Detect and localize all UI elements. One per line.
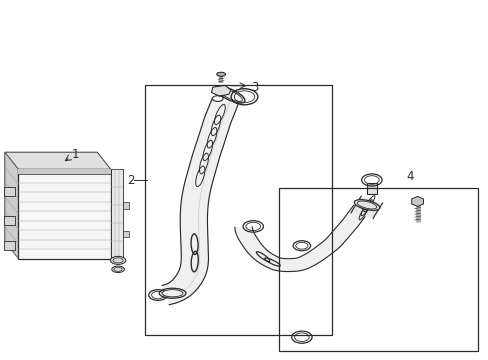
Bar	[19, 169, 111, 174]
Bar	[122, 202, 128, 208]
Bar	[278, 188, 477, 351]
Bar	[144, 85, 331, 336]
Polygon shape	[211, 85, 230, 96]
Polygon shape	[234, 205, 368, 271]
FancyBboxPatch shape	[4, 216, 15, 225]
Text: 2: 2	[126, 174, 134, 186]
Bar	[122, 231, 128, 237]
Ellipse shape	[162, 290, 183, 297]
Ellipse shape	[110, 256, 125, 264]
Bar	[19, 169, 111, 258]
Polygon shape	[5, 152, 19, 258]
Ellipse shape	[216, 87, 244, 103]
Ellipse shape	[216, 72, 225, 76]
Ellipse shape	[159, 288, 185, 298]
Ellipse shape	[354, 200, 379, 210]
Bar	[111, 169, 122, 258]
Polygon shape	[162, 99, 238, 305]
Text: 4: 4	[405, 170, 412, 183]
Text: 1: 1	[72, 148, 79, 162]
Polygon shape	[350, 196, 382, 219]
FancyBboxPatch shape	[4, 241, 15, 249]
Ellipse shape	[112, 266, 124, 273]
FancyBboxPatch shape	[4, 187, 15, 196]
Ellipse shape	[219, 89, 242, 102]
Polygon shape	[5, 152, 111, 169]
Bar	[366, 183, 376, 194]
Bar	[5, 152, 97, 242]
Text: 3: 3	[251, 81, 258, 94]
